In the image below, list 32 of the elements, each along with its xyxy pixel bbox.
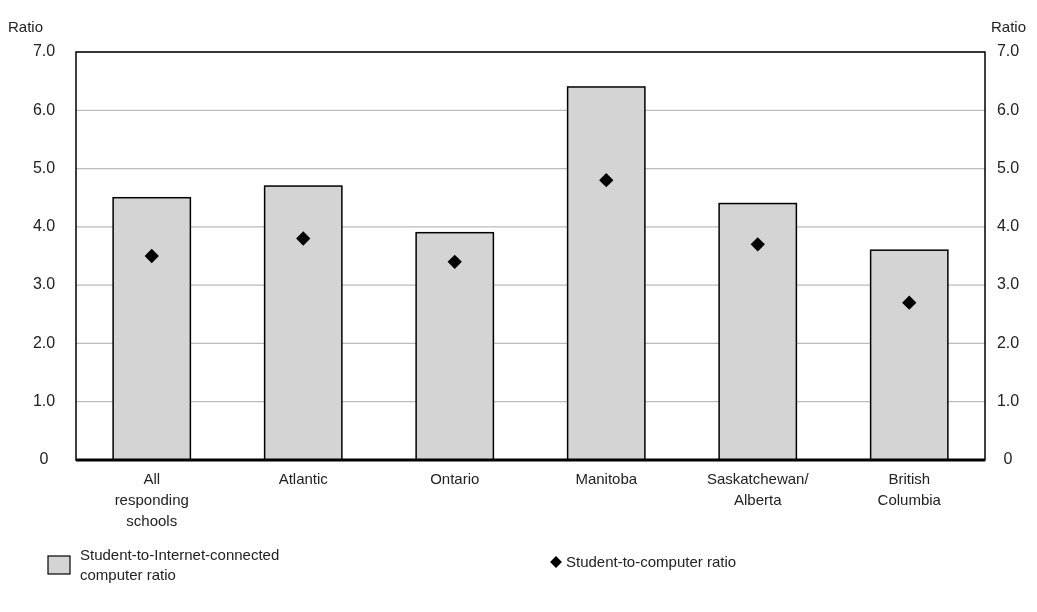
x-tick-label: Ontario (430, 470, 480, 487)
y2-tick-label: 6.0 (996, 100, 1020, 118)
point (296, 231, 311, 246)
point (902, 295, 917, 310)
point (144, 248, 159, 264)
point (447, 254, 462, 269)
y2-tick-label: 3.0 (996, 275, 1020, 293)
x-tick-label: Saskatchewan/ Alberta (706, 470, 810, 508)
y2-axis-title: Ratio (990, 18, 1026, 35)
y-tick-label: 6.0 (32, 100, 56, 118)
legend-label: Student-to-Internet-connected computer ratio (80, 546, 280, 583)
y2-tick-label: 5.0 (996, 158, 1020, 176)
y2-tick-label: 1.0 (996, 391, 1020, 409)
x-tick-label: Atlantic (278, 470, 329, 487)
y2-tick-label: 4.0 (996, 217, 1020, 235)
y-axis-title: Ratio (8, 18, 44, 35)
x-tick-label: All responding schools (114, 470, 189, 529)
y-tick-label: 0 (39, 450, 49, 468)
x-tick-label: Manitoba (575, 470, 638, 487)
point (599, 173, 614, 188)
y2-tick-label: 2.0 (996, 333, 1020, 351)
y-tick-label: 4.0 (32, 217, 56, 235)
y-tick-label: 5.0 (32, 158, 56, 176)
y2-tick-label: 7.0 (996, 42, 1020, 60)
x-tick-label: British Columbia (877, 470, 942, 508)
y-tick-label: 2.0 (32, 333, 56, 351)
y-tick-label: 3.0 (32, 275, 56, 293)
point (750, 237, 765, 252)
y2-tick-label: 0 (1003, 450, 1013, 468)
y-tick-label: 7.0 (32, 42, 56, 60)
legend-label: Student-to-computer ratio (566, 553, 737, 570)
y-tick-label: 1.0 (32, 391, 56, 409)
